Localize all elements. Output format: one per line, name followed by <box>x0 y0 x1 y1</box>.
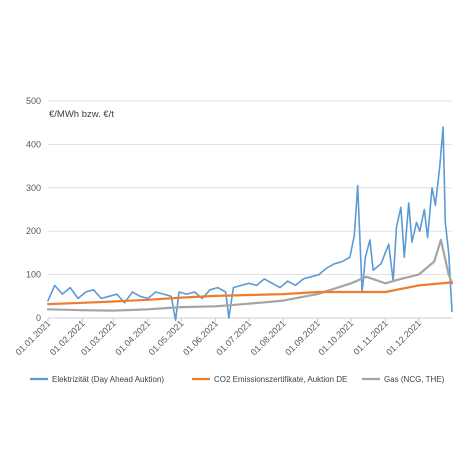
legend-label-0: Elektrizität (Day Ahead Auktion) <box>52 375 164 384</box>
legend-label-2: Gas (NCG, THE) <box>384 375 445 384</box>
x-tick-labels: 01.01.202101.02.202101.03.202101.04.2021… <box>13 318 423 357</box>
y-tick-label: 200 <box>26 226 41 236</box>
y-tick-label: 500 <box>26 96 41 106</box>
x-tick-label: 01.05.2021 <box>147 318 186 357</box>
y-tick-label: 300 <box>26 183 41 193</box>
y-tick-labels: 0 100 200 300 400 500 <box>26 96 41 323</box>
x-tick-label: 01.06.2021 <box>181 318 220 357</box>
x-tick-label: 01.10.2021 <box>316 318 355 357</box>
series-layer <box>46 126 454 322</box>
series-line-1 <box>46 281 454 306</box>
x-tick-label: 01.01.2021 <box>13 318 52 357</box>
y-axis-label: €/MWh bzw. €/t <box>49 109 114 120</box>
x-tick-label: 01.04.2021 <box>113 318 152 357</box>
y-tick-label: 400 <box>26 139 41 149</box>
x-tick-label: 01.09.2021 <box>283 318 322 357</box>
x-tick-label: 01.07.2021 <box>214 318 253 357</box>
x-tick-label: 01.12.2021 <box>384 318 423 357</box>
legend-label-1: CO2 Emissionszertifikate, Auktion DE <box>214 375 347 384</box>
y-tick-label: 0 <box>36 313 41 323</box>
x-tick-label: 01.08.2021 <box>249 318 288 357</box>
grid-layer <box>47 100 452 322</box>
y-tick-label: 100 <box>26 270 41 280</box>
series-line-0 <box>47 126 453 322</box>
legend: Elektrizität (Day Ahead Auktion) CO2 Emis… <box>30 375 445 384</box>
series-line-2 <box>46 238 454 312</box>
